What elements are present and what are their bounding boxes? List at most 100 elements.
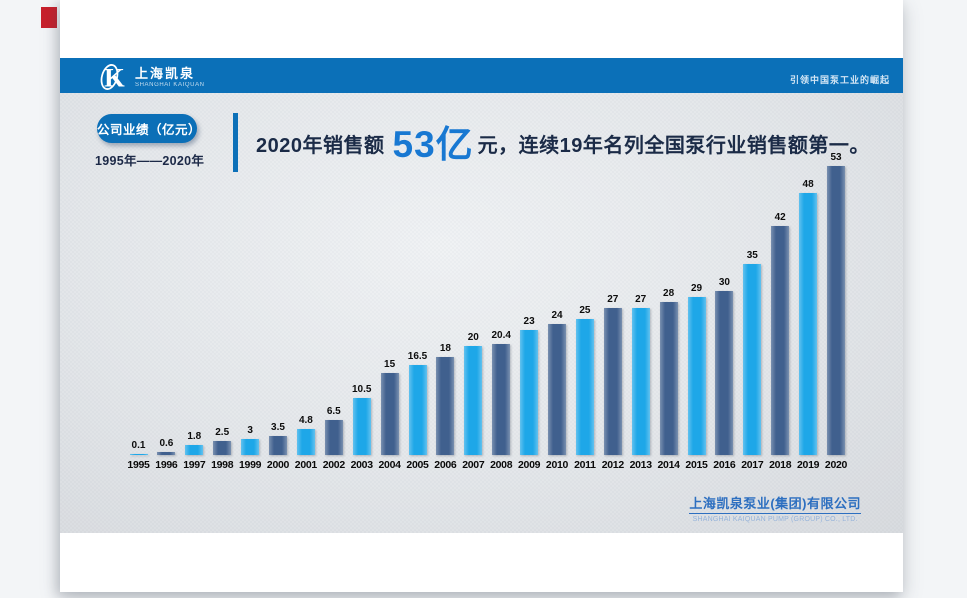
- bar-value-label: 3: [247, 425, 253, 436]
- bar: [241, 439, 260, 455]
- bar: [631, 308, 650, 455]
- logo-name-cn: 上海凯泉: [135, 65, 196, 81]
- bar-year-label: 1997: [183, 459, 206, 471]
- bar-year-label: 2005: [406, 459, 429, 471]
- headline: 2020年销售额 53亿 元， 连续19年名列全国泵行业销售额第一。: [256, 113, 870, 173]
- header-slogan: 引领中国泵工业的崛起: [789, 75, 890, 85]
- bar-value-label: 35: [746, 250, 758, 261]
- bar: [743, 264, 762, 455]
- bar-year-label: 2015: [685, 459, 708, 471]
- bar-value-label: 6.5: [326, 406, 341, 417]
- header-bar: K 上海凯泉 SHANGHAI KAIQUAN 引领中国泵工业的崛起: [60, 58, 903, 93]
- bar: [213, 441, 232, 455]
- bar-value-label: 27: [607, 294, 619, 305]
- bar-value-label: 28: [663, 288, 675, 299]
- bar-value-label: 25: [579, 305, 591, 316]
- bar-value-label: 1.8: [187, 431, 202, 442]
- bar: [324, 420, 343, 455]
- bar-year-label: 2001: [294, 459, 317, 471]
- bar: [771, 226, 790, 455]
- bar-value-label: 15: [384, 359, 396, 370]
- bar-year-label: 2018: [769, 459, 792, 471]
- title-badge-label: 公司业绩（亿元）: [97, 123, 202, 137]
- bar-year-label: 2014: [657, 459, 680, 471]
- bar-value-label: 0.1: [131, 440, 146, 451]
- bar-chart: 0.1 1995 0.6 1996 1.8 1997 2.5 1998 3 1999 3.5 2000…: [60, 93, 903, 533]
- bar-value-label: 29: [690, 283, 703, 294]
- bar: [687, 297, 706, 455]
- headline-unit: 元，: [477, 134, 519, 157]
- bar-year-label: 2009: [518, 459, 541, 471]
- title-badge: 公司业绩（亿元）: [97, 114, 202, 143]
- headline-prefix: 2020年销售额: [256, 134, 385, 157]
- bar-value-label: 42: [774, 212, 786, 223]
- bar-year-label: 2008: [490, 459, 513, 471]
- footer-company: 上海凯泉泵业(集团)有限公司 SHANGHAI KAIQUAN PUMP (GR…: [689, 493, 861, 523]
- logo-name-en: SHANGHAI KAIQUAN: [135, 81, 205, 88]
- bar-year-label: 2002: [322, 459, 345, 471]
- bar: [715, 291, 734, 455]
- bar-year-label: 1995: [127, 459, 150, 471]
- bar-value-label: 0.6: [159, 438, 174, 449]
- bar-value-label: 24: [551, 310, 563, 321]
- bar-value-label: 4.8: [298, 415, 313, 426]
- bar-year-label: 2004: [378, 459, 401, 471]
- bar-value-label: 30: [718, 277, 730, 288]
- bar-year-label: 2016: [713, 459, 736, 471]
- bar-value-label: 23: [523, 316, 535, 327]
- red-corner-marker: [41, 7, 57, 28]
- bar: [157, 452, 176, 455]
- bar: [659, 302, 678, 455]
- bar-value-label: 3.5: [271, 422, 285, 433]
- bar: [520, 330, 539, 455]
- bar-year-label: 1996: [155, 459, 178, 471]
- bar-year-label: 2013: [629, 459, 652, 471]
- bar: [464, 346, 483, 455]
- company-name-cn: 上海凯泉泵业(集团)有限公司: [689, 493, 861, 514]
- bar: [296, 429, 315, 455]
- bar: [408, 365, 427, 455]
- bar-value-label: 16.5: [407, 351, 428, 362]
- bar-year-label: 2003: [350, 459, 373, 471]
- bar-year-label: 2019: [797, 459, 820, 471]
- svg-text:K: K: [104, 63, 125, 92]
- bar: [380, 373, 399, 455]
- kaiquan-logo-icon: K: [100, 63, 125, 92]
- company-logo: K 上海凯泉 SHANGHAI KAIQUAN: [98, 59, 205, 92]
- bar-year-label: 1998: [211, 459, 234, 471]
- bar-value-label: 2.5: [215, 427, 230, 438]
- bar-year-label: 2010: [545, 459, 569, 471]
- bar-year-label: 2007: [462, 459, 485, 471]
- bar-value-label: 48: [802, 179, 814, 190]
- company-name-en: SHANGHAI KAIQUAN PUMP (GROUP) CO., LTD.: [692, 516, 858, 523]
- headline-rest: 连续19年名列全国泵行业销售额第一。: [518, 134, 870, 157]
- slide-page: K 上海凯泉 SHANGHAI KAIQUAN 引领中国泵工业的崛起 公司业绩（…: [60, 0, 903, 592]
- bar: [827, 166, 845, 455]
- bar: [548, 324, 566, 455]
- slide-body: 公司业绩（亿元） 1995年——2020年 2020年销售额 53亿 元， 连续…: [60, 93, 903, 533]
- bar: [352, 398, 371, 455]
- bar-value-label: 20: [467, 332, 479, 343]
- bar: [269, 436, 287, 455]
- bar-value-label: 27: [635, 294, 647, 305]
- bar: [575, 319, 594, 455]
- bar-year-label: 2006: [434, 459, 457, 471]
- bar-year-label: 2000: [266, 459, 290, 471]
- bar-year-label: 2011: [574, 459, 596, 471]
- bar-year-label: 1999: [239, 459, 262, 471]
- bar-year-label: 2012: [601, 459, 624, 471]
- bar-value-label: 20.4: [491, 330, 511, 341]
- bar: [436, 357, 455, 455]
- logo-text: 上海凯泉 SHANGHAI KAIQUAN: [135, 67, 205, 88]
- bar: [799, 193, 818, 455]
- bar: [603, 308, 622, 455]
- bar: [129, 454, 148, 455]
- bar-year-label: 2020: [824, 459, 848, 471]
- bar-year-label: 2017: [741, 459, 764, 471]
- bar: [185, 445, 204, 455]
- bar-value-label: 53: [830, 152, 842, 163]
- bar-value-label: 18: [439, 343, 451, 354]
- bar-value-label: 10.5: [351, 384, 372, 395]
- headline-accent-bar: [233, 113, 238, 172]
- headline-highlight: 53亿: [392, 124, 474, 165]
